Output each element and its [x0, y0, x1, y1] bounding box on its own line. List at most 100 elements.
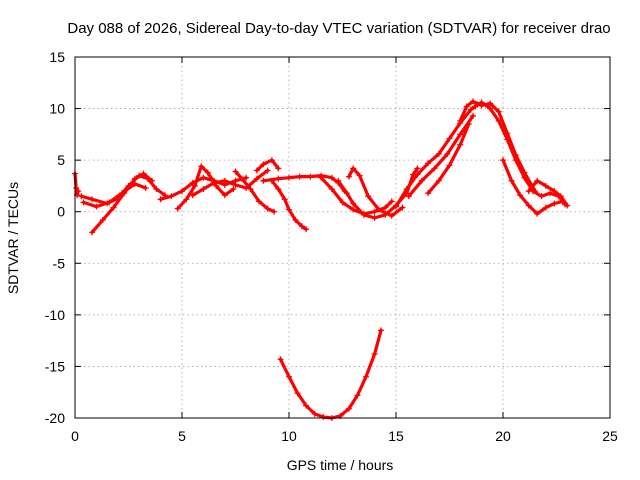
data-point — [328, 186, 335, 193]
data-point — [264, 205, 271, 212]
x-tick-label: 5 — [178, 428, 186, 444]
data-point — [470, 98, 477, 105]
data-point — [75, 188, 82, 195]
data-point — [157, 196, 164, 203]
data-point — [345, 405, 352, 412]
x-tick-label: 0 — [71, 428, 79, 444]
y-tick-label: -10 — [45, 307, 65, 323]
chart-title: Day 088 of 2026, Sidereal Day-to-day VTE… — [67, 20, 610, 37]
data-point — [512, 157, 519, 164]
data-point — [542, 182, 549, 189]
series-line-arc-16 — [407, 114, 475, 198]
data-point — [73, 184, 80, 191]
data-point — [253, 175, 260, 182]
data-point — [131, 180, 138, 187]
data-point — [268, 157, 275, 164]
data-point — [534, 210, 541, 217]
data-point — [183, 196, 190, 203]
data-point — [318, 174, 325, 181]
data-point — [211, 179, 218, 186]
data-point — [93, 203, 100, 210]
data-point — [149, 177, 156, 184]
data-point — [425, 160, 432, 167]
data-point — [292, 216, 299, 223]
data-point — [487, 100, 494, 107]
data-point — [414, 171, 421, 178]
data-point — [350, 200, 357, 207]
data-point — [253, 167, 260, 174]
data-point — [303, 226, 310, 233]
data-point — [435, 150, 442, 157]
data-point — [89, 229, 96, 236]
data-point — [311, 410, 318, 417]
data-point — [363, 373, 370, 380]
data-point — [371, 214, 378, 221]
data-point — [294, 390, 301, 397]
x-tick-label: 10 — [281, 428, 297, 444]
data-point — [382, 204, 389, 211]
data-point — [140, 170, 147, 177]
data-point — [414, 165, 421, 172]
data-point — [542, 204, 549, 211]
data-point — [457, 117, 464, 124]
y-tick-label: 5 — [57, 152, 65, 168]
data-point — [174, 205, 181, 212]
data-point — [446, 162, 453, 169]
data-point — [281, 196, 288, 203]
data-point — [230, 186, 237, 193]
data-point — [221, 192, 228, 199]
data-point — [534, 177, 541, 184]
data-point — [551, 188, 558, 195]
data-point — [89, 196, 96, 203]
data-point — [119, 190, 126, 197]
series-line-arc-18 — [458, 99, 537, 193]
data-point — [277, 356, 284, 363]
data-point — [495, 108, 502, 115]
data-point — [343, 190, 350, 197]
data-point — [356, 172, 363, 179]
data-point — [375, 206, 382, 213]
data-point — [142, 184, 149, 191]
data-point — [365, 193, 372, 200]
series-line-arc-7 — [191, 168, 270, 197]
data-point — [487, 105, 494, 112]
data-point — [271, 208, 278, 215]
series-line-arc-9 — [255, 158, 280, 173]
data-point — [110, 204, 117, 211]
data-point — [256, 198, 263, 205]
y-tick-label: -20 — [45, 410, 65, 426]
data-point — [99, 216, 106, 223]
data-point — [106, 199, 113, 206]
series-line-arc-6 — [176, 164, 235, 211]
data-point — [371, 208, 378, 215]
data-point — [525, 188, 532, 195]
y-tick-label: 0 — [57, 204, 65, 220]
data-point — [78, 193, 85, 200]
data-point — [525, 202, 532, 209]
data-point — [547, 190, 554, 197]
data-point — [286, 373, 292, 380]
grid-lines — [75, 57, 610, 418]
data-point — [275, 186, 282, 193]
data-point — [350, 165, 357, 172]
data-point — [131, 175, 138, 182]
y-axis-label: SDTVAR / TECUs — [5, 182, 21, 294]
data-point — [238, 175, 245, 182]
data-point — [243, 174, 250, 181]
data-point — [405, 193, 412, 200]
data-point — [472, 103, 479, 110]
y-tick-label: -5 — [53, 255, 66, 271]
data-point — [247, 186, 254, 193]
data-point — [564, 202, 571, 209]
data-point — [328, 174, 335, 181]
data-point — [303, 402, 310, 409]
data-point — [521, 174, 528, 181]
data-point — [388, 212, 395, 219]
data-point — [275, 175, 282, 182]
y-tick-labels: 15 10 5 0 -5 -10 -15 -20 — [45, 49, 65, 426]
y-tick-label: 10 — [49, 101, 65, 117]
data-point — [204, 169, 211, 176]
series-line-arc-4 — [81, 182, 148, 209]
data-point — [435, 177, 442, 184]
data-point — [153, 186, 160, 193]
